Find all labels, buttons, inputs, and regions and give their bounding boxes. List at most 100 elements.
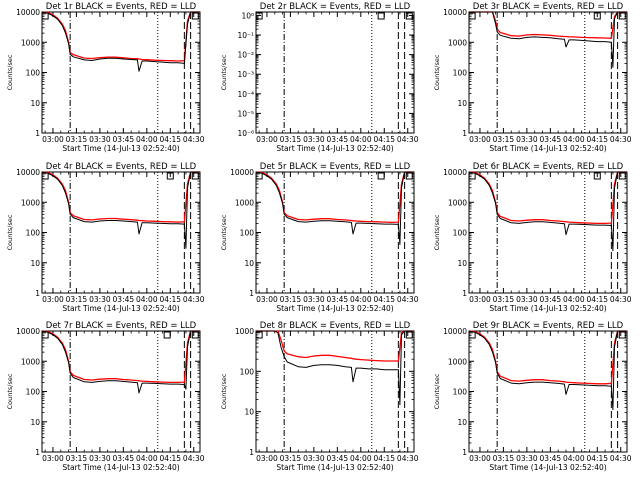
x-tick-label: 04:30: [397, 454, 419, 463]
series-lld-line: [41, 11, 200, 62]
marker-square: [593, 172, 601, 180]
x-tick-label: 04:15: [586, 454, 608, 463]
y-tick-label: 10000: [16, 168, 40, 177]
x-tick-label: 03:00: [469, 454, 491, 463]
x-tick-label: 03:30: [89, 135, 111, 144]
y-tick-label: 10: [30, 99, 40, 108]
y-tick-label: 10000: [443, 8, 467, 17]
x-tick-label: 04:30: [183, 295, 205, 304]
y-tick-label: 1: [462, 448, 467, 457]
y-tick-label: 1000: [448, 38, 467, 47]
y-tick-label: 10: [457, 99, 467, 108]
marker-square: [405, 12, 413, 20]
panel-title: Det 4r BLACK = Events, RED = LLD: [46, 162, 197, 172]
marker-square: [255, 12, 263, 20]
y-axis-label: Counts/sec: [6, 373, 14, 409]
x-tick-label: 04:15: [159, 295, 181, 304]
x-tick-label: 04:00: [563, 135, 585, 144]
x-tick-label: 03:15: [66, 454, 88, 463]
series-events-line: [41, 330, 200, 394]
axes-frame: [255, 330, 415, 453]
marker-square: [405, 172, 413, 180]
x-tick-label: 03:00: [256, 295, 278, 304]
x-tick-label: 03:15: [493, 295, 515, 304]
x-tick-label: 03:00: [42, 454, 64, 463]
y-axis-label: Counts/sec: [6, 214, 14, 250]
marker-square: [377, 172, 385, 180]
marker-square: [593, 12, 601, 20]
x-axis-label: Start Time (14-Jul-13 02:52:40): [276, 463, 393, 472]
marker-square: [255, 331, 263, 339]
x-tick-label: 03:00: [256, 135, 278, 144]
marker-square: [468, 12, 476, 20]
marker-square: [166, 172, 174, 180]
y-tick-label: 10⁻¹: [237, 31, 254, 40]
x-tick-label: 04:30: [610, 135, 632, 144]
series-lld-line: [256, 330, 414, 362]
panel-title: Det 8r BLACK = Events, RED = LLD: [260, 321, 411, 331]
x-tick-label: 03:15: [280, 295, 302, 304]
series-lld-line: [468, 171, 627, 225]
y-tick-label: 10: [244, 408, 254, 417]
y-tick-label: 1000: [21, 38, 40, 47]
panel-1: Det 1r BLACK = Events, RED = LLD 1 10 100 10…: [6, 2, 205, 153]
panel-title: Det 3r BLACK = Events, RED = LLD: [473, 2, 624, 12]
y-tick-label: 1: [35, 129, 40, 138]
series-events-line: [256, 330, 414, 406]
x-tick-label: 03:00: [469, 135, 491, 144]
x-tick-label: 03:45: [540, 135, 562, 144]
y-tick-label: 1000: [448, 357, 467, 366]
x-tick-label: 03:15: [66, 135, 88, 144]
marker-square: [618, 172, 626, 180]
x-tick-label: 03:45: [327, 454, 349, 463]
y-tick-label: 1000: [235, 327, 254, 336]
x-axis-label: Start Time (14-Jul-13 02:52:40): [489, 144, 606, 153]
y-tick-label: 100: [26, 229, 41, 238]
x-tick-label: 04:30: [397, 295, 419, 304]
x-tick-label: 03:30: [89, 295, 111, 304]
x-axis-label: Start Time (14-Jul-13 02:52:40): [62, 144, 179, 153]
y-tick-label: 100: [26, 69, 41, 78]
y-tick-label: 10: [457, 418, 467, 427]
series-lld-line: [468, 330, 627, 385]
x-tick-label: 04:00: [136, 135, 158, 144]
x-tick-label: 04:15: [373, 454, 395, 463]
series-lld-line: [469, 11, 627, 39]
x-tick-label: 03:45: [113, 454, 135, 463]
y-tick-label: 10⁻⁵: [237, 109, 254, 118]
y-tick-label: 100: [240, 229, 255, 238]
x-tick-label: 04:15: [586, 135, 608, 144]
series-events-line: [468, 171, 627, 252]
y-tick-label: 10⁻³: [237, 70, 254, 79]
y-tick-label: 10000: [443, 168, 467, 177]
panel-9: Det 9r BLACK = Events, RED = LLD 1 10 100 10…: [433, 321, 632, 472]
x-tick-label: 03:30: [303, 454, 325, 463]
x-axis-label: Start Time (14-Jul-13 02:52:40): [489, 304, 606, 313]
x-tick-label: 03:45: [113, 295, 135, 304]
x-tick-label: 03:15: [280, 454, 302, 463]
x-axis-label: Start Time (14-Jul-13 02:52:40): [62, 463, 179, 472]
x-axis-label: Start Time (14-Jul-13 02:52:40): [62, 304, 179, 313]
x-tick-label: 03:00: [256, 454, 278, 463]
x-tick-label: 03:30: [89, 454, 111, 463]
x-tick-label: 03:30: [303, 295, 325, 304]
y-axis-label: Counts/sec: [433, 214, 441, 250]
panel-6: Det 6r BLACK = Events, RED = LLD 1 10 100 10…: [433, 162, 632, 313]
y-tick-label: 10: [244, 259, 254, 268]
y-tick-label: 1: [462, 289, 467, 298]
x-tick-label: 03:15: [493, 454, 515, 463]
y-tick-label: 1000: [21, 357, 40, 366]
marker-square: [377, 12, 385, 20]
x-tick-label: 03:15: [66, 295, 88, 304]
y-tick-label: 10: [30, 418, 40, 427]
panel-3: Det 3r BLACK = Events, RED = LLD 1 10 100 10…: [433, 2, 632, 153]
y-tick-label: 1: [249, 289, 254, 298]
series-lld-line: [255, 171, 414, 224]
x-tick-label: 04:15: [586, 295, 608, 304]
x-tick-label: 03:15: [280, 135, 302, 144]
y-tick-label: 1000: [235, 198, 254, 207]
y-tick-label: 1000: [448, 198, 467, 207]
marker-square: [618, 12, 626, 20]
axes-frame: [468, 11, 628, 134]
